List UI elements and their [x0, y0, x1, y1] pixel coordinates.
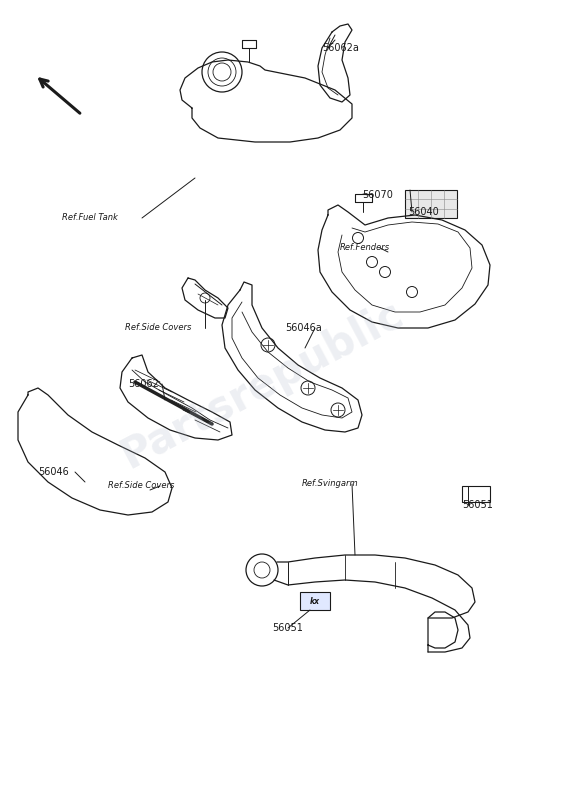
Text: 56051: 56051	[462, 500, 493, 510]
Text: Ref.Svingarm: Ref.Svingarm	[302, 479, 358, 489]
Bar	[300, 592, 330, 610]
Text: 56040: 56040	[408, 207, 439, 217]
Text: Ref.Fenders: Ref.Fenders	[340, 243, 390, 253]
Text: Ref.Side Covers: Ref.Side Covers	[125, 323, 191, 333]
Text: 56051: 56051	[272, 623, 303, 633]
Text: 56046: 56046	[38, 467, 69, 477]
Text: kx: kx	[310, 597, 320, 606]
Text: Ref.Fuel Tank: Ref.Fuel Tank	[62, 214, 118, 222]
Bar	[405, 190, 457, 218]
Text: Ref.Side Covers: Ref.Side Covers	[108, 482, 175, 490]
Text: Partsrepublic: Partsrepublic	[113, 293, 410, 478]
Text: 56062: 56062	[128, 379, 159, 389]
Text: 56046a: 56046a	[285, 323, 322, 333]
Text: 56070: 56070	[362, 190, 393, 200]
Text: 56062a: 56062a	[322, 43, 359, 53]
Bar	[462, 486, 490, 502]
